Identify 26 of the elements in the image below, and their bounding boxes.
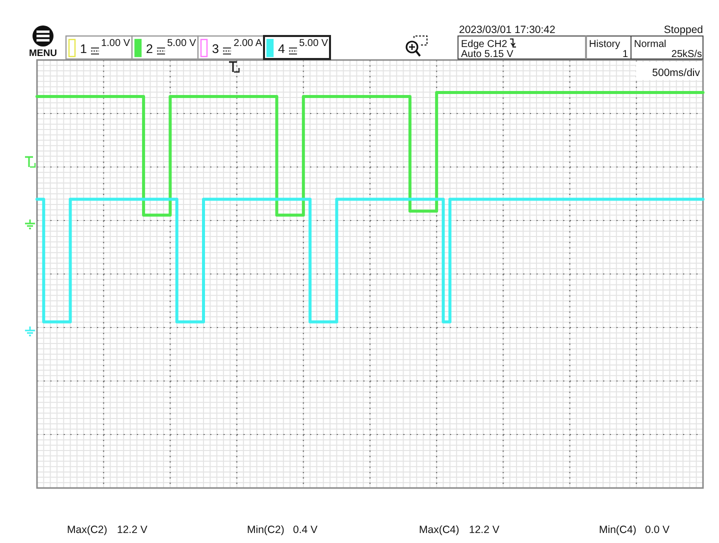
text: 500ms/div	[652, 67, 701, 79]
text: History	[589, 39, 620, 50]
text: MENU	[29, 48, 58, 59]
text: 4	[278, 42, 285, 56]
text: 2023/03/01 17:30:42	[459, 24, 556, 36]
text: Max(C2)	[67, 524, 108, 536]
text: 1	[80, 42, 87, 56]
text: 25kS/s	[671, 49, 702, 60]
text: Min(C4)	[599, 524, 636, 536]
text: 5.00 V	[299, 38, 328, 49]
text: Max(C4)	[419, 524, 460, 536]
text: Edge CH2	[461, 39, 508, 50]
text: Normal	[634, 39, 666, 50]
text: 5.00 V	[167, 38, 196, 49]
text: Auto 5.15 V	[461, 49, 514, 60]
text: 3	[212, 42, 219, 56]
text: 2	[146, 42, 153, 56]
text: 12.2 V	[469, 524, 500, 536]
text: 0.0 V	[645, 524, 670, 536]
text: 0.4 V	[293, 524, 318, 536]
text: 12.2 V	[117, 524, 148, 536]
text: Min(C2)	[247, 524, 284, 536]
text: Stopped	[664, 24, 704, 36]
text: 1.00 V	[101, 38, 130, 49]
text: 1	[622, 49, 628, 60]
text: 2.00 A	[234, 38, 262, 49]
